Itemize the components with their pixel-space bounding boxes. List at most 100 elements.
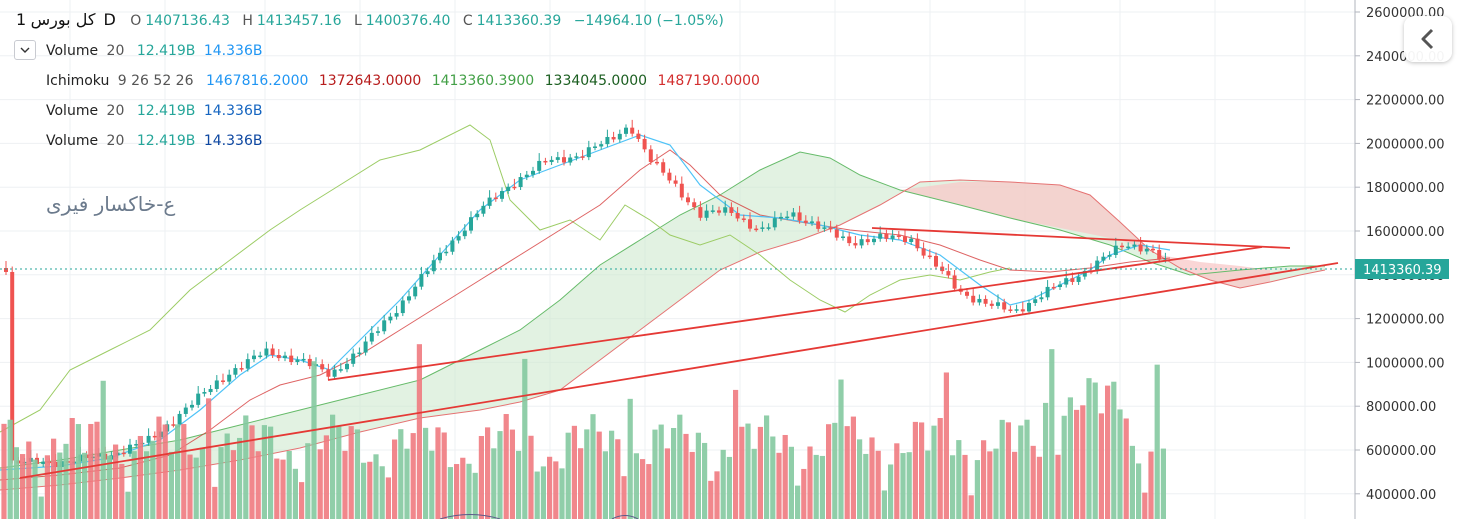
- candlestick: [1027, 302, 1031, 312]
- candlestick: [884, 233, 889, 239]
- open-value: 1407136.43: [145, 13, 230, 29]
- candlestick: [1126, 246, 1131, 249]
- volume-bar: [1036, 456, 1042, 519]
- candlestick: [574, 156, 579, 158]
- volume-bar: [137, 435, 143, 519]
- candlestick: [890, 235, 895, 239]
- candlestick: [202, 392, 207, 394]
- collapse-legend-button[interactable]: [14, 40, 36, 60]
- volume-bar: [323, 435, 329, 519]
- volume-bar: [962, 454, 968, 519]
- volume-bar: [44, 455, 50, 519]
- volume-bar: [1024, 419, 1030, 519]
- scroll-to-realtime-button[interactable]: [1404, 16, 1452, 62]
- price-axis-label: 1000000.00: [1366, 356, 1445, 371]
- close-value: 1413360.39: [476, 13, 562, 29]
- candlestick: [369, 332, 374, 342]
- volume-bar: [162, 424, 168, 519]
- candlestick: [841, 236, 845, 239]
- candlestick: [1070, 278, 1075, 282]
- interval-label[interactable]: 1D: [16, 10, 116, 29]
- volume-bar: [950, 455, 956, 519]
- volume-bar: [224, 433, 230, 519]
- symbol-name[interactable]: کل بورس: [30, 10, 96, 29]
- candlestick: [909, 238, 914, 243]
- volume-bar: [912, 421, 918, 519]
- volume-bar: [609, 430, 615, 519]
- volume-bar: [243, 415, 249, 519]
- volume-bar: [57, 452, 63, 519]
- price-axis-label: 1200000.00: [1366, 313, 1445, 328]
- volume-bar: [708, 480, 714, 519]
- volume-bar: [379, 466, 385, 519]
- candlestick: [146, 435, 151, 443]
- chikou-span-line: [0, 124, 1011, 433]
- kijun-sen-line: [0, 149, 1171, 481]
- candlestick: [673, 180, 678, 184]
- candlestick: [338, 369, 343, 371]
- trendline-upper[interactable]: [871, 227, 1291, 249]
- volume-bar: [863, 453, 869, 519]
- volume-bar: [1123, 418, 1129, 519]
- volume-bar: [999, 419, 1005, 519]
- candlestick: [382, 320, 387, 332]
- volume-bar: [404, 448, 410, 519]
- candlestick: [636, 133, 641, 139]
- volume-bar: [26, 441, 32, 519]
- volume-bar: [336, 426, 342, 519]
- volume-bar: [627, 398, 633, 519]
- volume-bar: [981, 440, 987, 519]
- candlestick: [927, 255, 932, 258]
- volume-bar: [38, 496, 44, 519]
- volume-bar: [522, 358, 528, 519]
- volume-bar: [671, 427, 677, 519]
- high-value: 1413457.16: [256, 13, 342, 29]
- candlestick: [605, 136, 610, 145]
- candlestick: [940, 266, 945, 272]
- trendline-middle[interactable]: [327, 246, 1263, 381]
- volume-bar: [150, 440, 156, 519]
- candlestick: [512, 186, 517, 189]
- candlestick: [785, 216, 790, 219]
- volume-bar: [1129, 445, 1135, 519]
- change-value: −14964.10 (−1.05%): [573, 13, 724, 29]
- volume-bar: [1092, 382, 1098, 519]
- candlestick: [245, 359, 250, 369]
- volume-bar: [602, 451, 608, 519]
- volume-bar: [956, 440, 962, 519]
- trendline-lower[interactable]: [19, 262, 1339, 479]
- volume-bar: [342, 450, 348, 519]
- volume-bar: [1074, 409, 1080, 519]
- indicator-row-volume-2[interactable]: Volume 20 12.419B 14.336B: [46, 99, 266, 123]
- indicator-value: 1372643.0000: [318, 73, 422, 89]
- volume-bar: [1005, 422, 1011, 519]
- candlestick: [487, 197, 492, 206]
- candlestick: [748, 219, 752, 229]
- candlestick: [779, 216, 783, 219]
- volume-bar: [683, 433, 689, 519]
- volume-bar: [156, 416, 162, 519]
- candlestick: [865, 239, 870, 243]
- volume-bar: [714, 471, 720, 519]
- volume-bar: [1142, 492, 1148, 519]
- candlestick: [531, 170, 535, 175]
- volume-bar: [82, 452, 88, 519]
- volume-bar: [534, 471, 540, 519]
- candlestick: [686, 197, 690, 203]
- volume-bar: [993, 448, 999, 519]
- volume-bar: [596, 431, 602, 519]
- candlestick: [345, 363, 349, 370]
- candlestick: [611, 136, 616, 140]
- indicator-row-volume-1[interactable]: Volume 20 12.419B 14.336B: [46, 39, 266, 63]
- indicator-row-volume-3[interactable]: Volume 20 12.419B 14.336B: [46, 129, 266, 153]
- candlestick: [413, 286, 418, 297]
- indicator-row-ichimoku[interactable]: Ichimoku 9 26 52 26 1467816.2000 1372643…: [46, 69, 764, 93]
- candlestick: [444, 251, 449, 254]
- candlestick: [425, 271, 430, 275]
- price-axis-label: 800000.00: [1366, 400, 1436, 415]
- timescale-marker: [611, 515, 639, 520]
- candlestick: [729, 207, 734, 213]
- price-axis-label: 2200000.00: [1366, 94, 1445, 109]
